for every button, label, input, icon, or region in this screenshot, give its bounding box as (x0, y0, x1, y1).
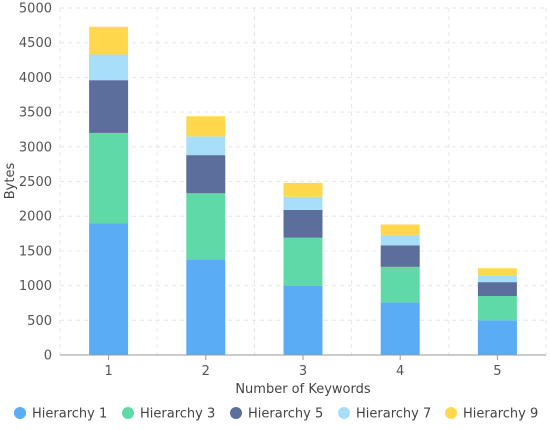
y-tick-label: 2000 (19, 210, 52, 225)
bar-segment (477, 268, 517, 276)
y-tick-label: 3000 (19, 140, 52, 155)
legend-swatch (230, 407, 242, 419)
legend-label: Hierarchy 9 (463, 407, 538, 422)
y-tick-label: 1500 (19, 244, 52, 259)
bar-segment (283, 196, 323, 210)
bar-segment (89, 26, 129, 55)
bar-segment (89, 54, 129, 81)
bar-segment (380, 245, 420, 267)
legend-label: Hierarchy 7 (356, 407, 431, 422)
x-tick-label: 5 (493, 364, 501, 379)
legend-item[interactable]: Hierarchy 3 (122, 407, 215, 422)
y-tick-label: 0 (44, 349, 52, 364)
bar-segment (186, 136, 226, 156)
y-tick-label: 4500 (19, 36, 52, 51)
bar-segment (186, 259, 226, 355)
legend-item[interactable]: Hierarchy 1 (14, 407, 107, 422)
tick-labels: 0 500 1000 1500 2000 2500 3000 3500 4000 4500 5000… (19, 2, 502, 380)
y-tick-label: 2500 (19, 175, 52, 190)
legend-label: Hierarchy 3 (140, 407, 215, 422)
legend: Hierarchy 1 Hierarchy 3 Hierarchy 5 Hierarc… (14, 407, 538, 422)
legend-item[interactable]: Hierarchy 7 (338, 407, 431, 422)
bar-segment (283, 237, 323, 286)
bar-segment (380, 234, 420, 246)
y-tick-label: 500 (27, 314, 52, 329)
bar-segment (477, 296, 517, 321)
legend-swatch (445, 407, 457, 419)
legend-label: Hierarchy 1 (32, 407, 107, 422)
bar-segment (477, 275, 517, 283)
legend-swatch (122, 407, 134, 419)
bar-segment (89, 80, 129, 133)
bar-segment (89, 132, 129, 224)
y-tick-label: 4000 (19, 71, 52, 86)
bar-segment (477, 320, 517, 355)
bar-segment (186, 193, 226, 260)
legend-swatch (338, 407, 350, 419)
x-tick-label: 3 (299, 364, 307, 379)
x-tick-label: 1 (104, 364, 112, 379)
bar-segment (283, 182, 323, 197)
bar-segment (380, 266, 420, 303)
legend-label: Hierarchy 5 (248, 407, 323, 422)
x-tick-label: 2 (202, 364, 210, 379)
legend-item[interactable]: Hierarchy 5 (230, 407, 323, 422)
bar-segment (380, 224, 420, 235)
x-axis-title: Number of Keywords (235, 382, 371, 397)
legend-item[interactable]: Hierarchy 9 (445, 407, 538, 422)
bar-segment (477, 282, 517, 297)
x-tick-label: 4 (396, 364, 404, 379)
y-tick-label: 5000 (19, 2, 52, 17)
bars (89, 26, 517, 355)
y-tick-label: 3500 (19, 106, 52, 121)
bar-segment (186, 116, 226, 137)
bar-segment (186, 155, 226, 194)
y-axis-title: Bytes (3, 163, 18, 200)
legend-swatch (14, 407, 26, 419)
axes (60, 354, 546, 360)
bar-segment (283, 285, 323, 355)
bar-segment (283, 209, 323, 238)
y-tick-label: 1000 (19, 279, 52, 294)
bar-segment (380, 302, 420, 355)
bar-segment (89, 223, 129, 355)
